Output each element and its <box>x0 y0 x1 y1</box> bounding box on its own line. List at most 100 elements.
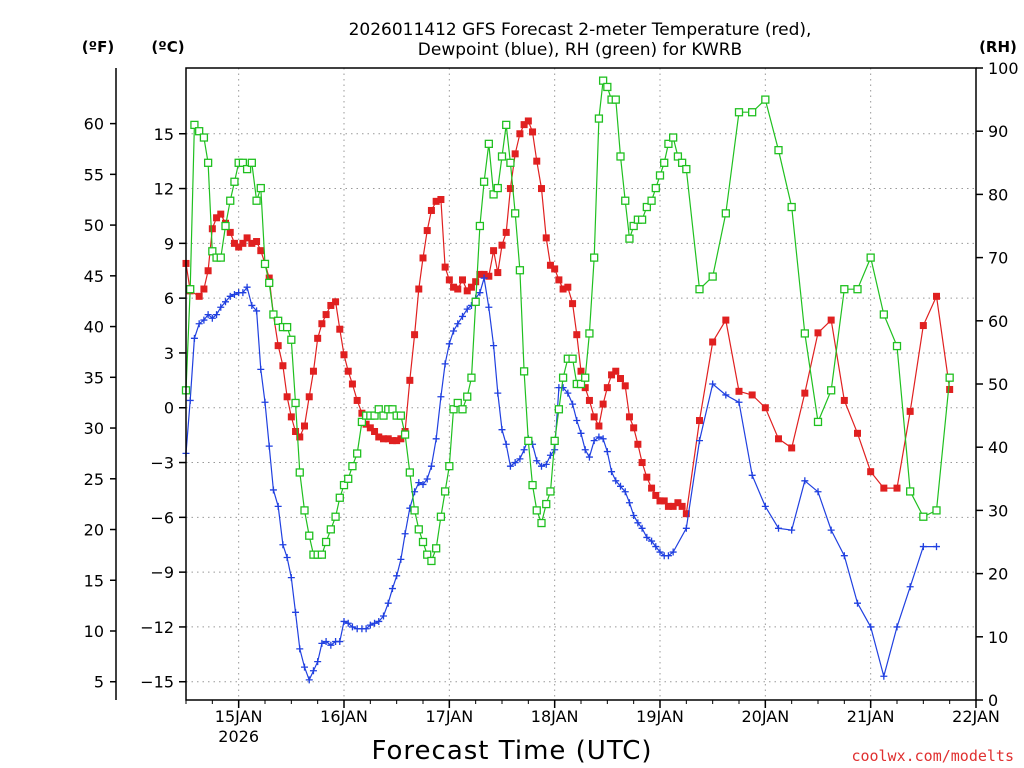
rh-point <box>216 253 225 262</box>
fahrenheit-tick-label: 40 <box>84 318 104 337</box>
time-tick-label: 20JAN <box>741 707 789 726</box>
temperature-point <box>432 197 440 205</box>
dewpoint-point <box>494 389 502 397</box>
dewpoint-point <box>573 417 581 425</box>
temperature-point <box>344 367 352 375</box>
temperature-point <box>450 283 458 291</box>
dewpoint-point <box>638 524 646 532</box>
temperature-point <box>305 393 313 401</box>
rh-point <box>669 133 678 142</box>
rh-point <box>919 512 928 521</box>
temperature-point <box>353 396 361 404</box>
temperature-point <box>362 420 370 428</box>
rh-point <box>300 506 309 515</box>
dewpoint-point <box>222 298 229 306</box>
dewpoint-point <box>366 621 374 629</box>
rh-point <box>186 285 195 294</box>
rh-point <box>348 462 357 471</box>
celsius-tick-label: −15 <box>140 673 174 692</box>
rh-point <box>260 259 270 269</box>
dewpoint-point <box>485 303 493 311</box>
rh-point <box>335 493 344 502</box>
rh-point <box>682 164 691 174</box>
temperature-point <box>617 375 624 383</box>
dewpoint-point <box>441 360 449 368</box>
rh-point <box>418 537 428 547</box>
time-tick-label: 15JAN <box>215 707 263 726</box>
temperature-point <box>340 351 348 359</box>
time-axis: 15JAN 16JAN 17JAN 18JAN 19JAN 20JAN 21JAN 22JAN… <box>185 700 1000 746</box>
dewpoint-point <box>577 429 585 437</box>
dewpoint-point <box>463 305 471 313</box>
rh-point <box>651 183 660 193</box>
dewpoint-point <box>213 311 221 319</box>
dewpoint-point <box>696 437 703 445</box>
dewpoint-point <box>669 548 677 556</box>
temperature-point <box>301 422 308 430</box>
rh-point <box>590 253 599 262</box>
rh-point <box>621 196 630 205</box>
dewpoint-point <box>608 468 616 476</box>
dewpoint-point <box>283 554 291 562</box>
celsius-tick-label: 12 <box>154 180 174 199</box>
dewpoint-point <box>880 672 888 680</box>
temperature-point <box>603 384 611 392</box>
temperature-point <box>788 444 796 452</box>
fahrenheit-tick-label: 55 <box>84 165 104 184</box>
dewpoint-point <box>208 314 216 322</box>
rh-point <box>585 329 594 338</box>
rh-point <box>339 480 349 490</box>
temperature-point <box>248 239 256 247</box>
dewpoint-point <box>664 552 672 560</box>
rh-point <box>708 272 717 281</box>
dewpoint-point <box>257 365 265 373</box>
dewpoint-point <box>230 290 238 298</box>
fahrenheit-tick-label: 50 <box>84 216 104 235</box>
dewpoint-point <box>906 583 914 591</box>
dewpoint-point <box>314 658 322 666</box>
dewpoint-point <box>656 548 664 556</box>
rh-point <box>265 278 274 288</box>
rh-point <box>813 417 823 427</box>
dewpoint-point <box>542 460 550 468</box>
dewpoint-point <box>401 530 409 538</box>
rh-point <box>537 518 546 528</box>
fahrenheit-tick-label: 35 <box>84 368 104 387</box>
celsius-tick-label: −6 <box>150 508 174 527</box>
dewpoint-point <box>239 289 247 297</box>
temperature-point <box>634 440 642 448</box>
rh-point <box>274 316 283 325</box>
temperature-point <box>332 298 340 306</box>
temperature-point <box>867 468 875 476</box>
dewpoint-point <box>195 320 203 328</box>
dewpoint-point <box>296 645 304 653</box>
rh-point <box>576 379 586 389</box>
rh-point <box>242 164 252 174</box>
rh-point <box>945 373 954 382</box>
celsius-tick-label: 15 <box>154 125 174 144</box>
dewpoint-point <box>854 599 861 607</box>
celsius-unit-label: (ºC) <box>151 38 184 56</box>
dewpoint-point <box>217 303 225 311</box>
dewpoint-point <box>919 543 927 551</box>
dewpoint-point <box>511 459 519 467</box>
rh-point <box>400 430 410 439</box>
dewpoint-point <box>569 400 577 408</box>
rh-point <box>721 209 730 218</box>
rh-point <box>463 392 472 401</box>
temperature-point <box>243 234 251 242</box>
dewpoint-point <box>502 440 510 448</box>
dewpoint-point <box>520 446 528 454</box>
dewpoint-point <box>340 617 348 625</box>
temperature-point <box>454 285 462 293</box>
dewpoint-point <box>867 623 875 631</box>
rh-point <box>554 405 564 414</box>
dewpoint-point <box>432 435 440 443</box>
temperature-point <box>906 407 914 415</box>
temperature-point <box>506 185 514 193</box>
rh-point <box>734 108 744 117</box>
fahrenheit-tick-label: 30 <box>84 419 104 438</box>
rh-point <box>642 202 651 212</box>
temperature-point <box>564 283 572 291</box>
